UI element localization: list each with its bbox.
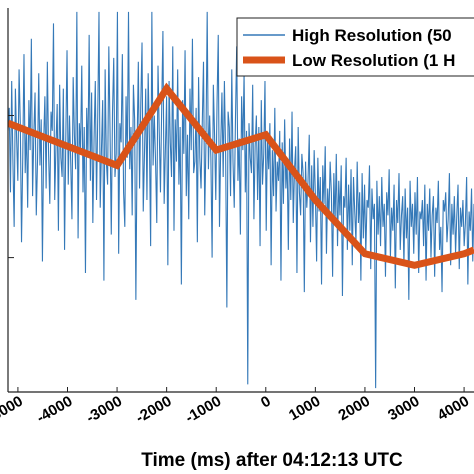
legend-entry-low-resolution: Low Resolution (1 H	[292, 51, 455, 70]
x-tick-label: 2000	[336, 393, 373, 424]
axes	[7, 8, 474, 393]
legend-entry-high-resolution: High Resolution (50	[292, 26, 452, 45]
x-ticks: -5000 -4000 -3000 -2000 -1000 0 1000 2000 3000 40…	[0, 387, 472, 427]
high-resolution-series	[8, 11, 474, 389]
x-tick-label: 0	[258, 393, 274, 412]
low-resolution-series	[8, 82, 474, 269]
x-tick-label: 3000	[385, 393, 422, 424]
low-resolution-line	[8, 82, 474, 269]
x-tick-label: -4000	[34, 393, 76, 427]
x-tick-label: -2000	[133, 393, 175, 427]
x-axis-label: Time (ms) after 04:12:13 UTC	[141, 450, 403, 471]
x-tick-label: -1000	[182, 393, 224, 427]
x-tick-label: -5000	[0, 393, 26, 427]
legend: High Resolution (50 Low Resolution (1 H	[236, 17, 474, 77]
legend-box	[236, 17, 474, 77]
x-tick-label: -3000	[83, 393, 125, 427]
x-tick-label: 1000	[286, 393, 323, 424]
high-resolution-line	[8, 11, 474, 389]
y-ticks	[8, 115, 14, 259]
x-tick-label: 4000	[435, 393, 472, 424]
